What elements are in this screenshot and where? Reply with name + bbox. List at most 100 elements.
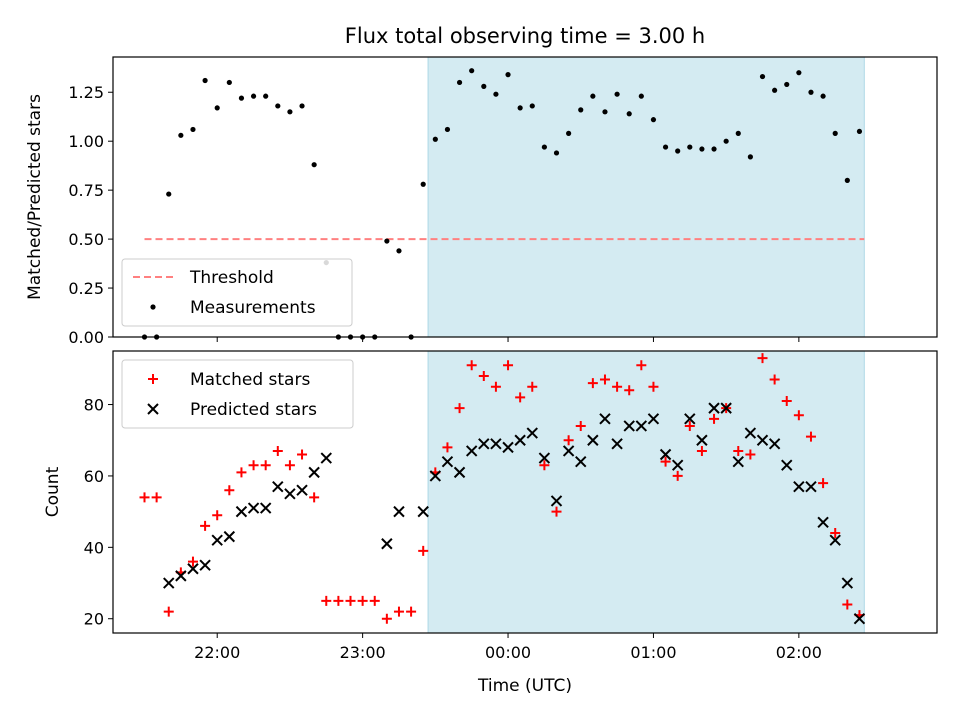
measurement-point <box>493 91 499 97</box>
x-tick-label: 23:00 <box>340 643 386 662</box>
matched-star-point <box>369 595 380 606</box>
matched-star-point <box>393 606 404 617</box>
measurement-point <box>517 105 523 111</box>
measurement-point <box>432 136 438 142</box>
measurement-point <box>687 144 693 150</box>
measurement-point <box>711 146 717 152</box>
legend-threshold-label: Threshold <box>189 268 274 288</box>
legend-predicted-swatch <box>147 403 159 415</box>
measurement-point <box>287 109 293 115</box>
matched-star-point <box>284 460 295 471</box>
top-shaded-span <box>428 57 865 337</box>
matched-star-point <box>624 385 635 396</box>
matched-star-point <box>818 478 829 489</box>
measurement-point <box>214 105 220 111</box>
predicted-star-point <box>744 427 757 439</box>
predicted-star-point <box>381 538 393 550</box>
legend-matched-label: Matched stars <box>190 370 310 390</box>
matched-star-point <box>454 403 465 414</box>
matched-star-point <box>793 410 804 421</box>
measurement-point <box>226 79 232 86</box>
predicted-star-point <box>502 441 514 454</box>
predicted-star-point <box>659 448 672 461</box>
predicted-star-point <box>684 413 696 425</box>
matched-star-point <box>745 449 756 460</box>
top-legend: Threshold Measurements <box>121 258 353 327</box>
matched-star-point <box>527 381 538 392</box>
measurement-point <box>384 238 390 244</box>
matched-star-point <box>490 381 501 392</box>
predicted-star-point <box>538 452 551 464</box>
predicted-star-point <box>247 502 260 514</box>
predicted-star-point <box>320 452 332 464</box>
legend-predicted-label: Predicted stars <box>190 400 317 420</box>
predicted-star-point <box>526 427 538 439</box>
top-y-tick-label: 1.25 <box>68 83 104 102</box>
matched-star-point <box>333 595 344 606</box>
measurement-point <box>420 181 426 187</box>
bottom-y-tick-label: 20 <box>84 610 104 629</box>
predicted-star-point <box>453 466 466 479</box>
measurement-point <box>250 93 257 99</box>
measurement-point <box>662 144 669 150</box>
bottom-y-tick-label: 60 <box>84 467 104 486</box>
x-tick-label: 00:00 <box>485 643 531 662</box>
top-y-tick-label: 0.50 <box>68 230 104 249</box>
predicted-star-point <box>793 480 805 493</box>
legend-measurements-swatch <box>150 304 156 310</box>
matched-star-point <box>260 460 271 471</box>
measurement-point <box>735 130 741 136</box>
predicted-star-point <box>575 455 587 468</box>
measurement-point <box>481 83 487 89</box>
matched-star-point <box>769 374 780 385</box>
predicted-star-point <box>393 505 405 518</box>
legend-matched-swatch <box>148 374 158 384</box>
matched-star-point <box>139 492 150 503</box>
predicted-star-point <box>708 402 720 414</box>
matched-star-point <box>272 445 283 456</box>
top-y-axis-label: Matched/Predicted stars <box>25 94 45 300</box>
matched-star-point <box>357 595 368 606</box>
matched-star-point <box>442 442 453 453</box>
predicted-star-point <box>284 488 296 500</box>
top-y-tick-label: 0.75 <box>68 181 104 200</box>
bottom-axes-frame <box>112 350 938 634</box>
matched-star-point <box>478 370 489 381</box>
measurement-point <box>832 130 838 136</box>
measurement-point <box>275 103 281 109</box>
matched-star-point <box>151 492 162 503</box>
x-tick-label: 22:00 <box>194 643 240 662</box>
matched-star-point <box>224 485 235 496</box>
predicted-star-point <box>490 438 502 450</box>
matched-star-point <box>406 606 417 617</box>
x-tick-label: 01:00 <box>630 643 676 662</box>
measurement-point <box>190 126 196 133</box>
predicted-star-point <box>175 570 187 582</box>
measurement-point <box>626 111 632 117</box>
measurement-point <box>796 70 802 76</box>
predicted-star-point <box>635 420 648 432</box>
predicted-star-point <box>817 516 829 529</box>
predicted-star-point <box>163 577 175 589</box>
measurement-point <box>553 150 560 156</box>
matched-star-point <box>236 467 247 478</box>
bottom-shaded-span <box>428 351 865 633</box>
predicted-star-point <box>587 434 599 446</box>
matched-star-point <box>660 456 671 467</box>
measurement-point <box>856 128 863 135</box>
measurement-point <box>747 154 753 160</box>
matched-star-point <box>563 435 574 446</box>
measurement-point <box>311 162 317 168</box>
legend-measurements-label: Measurements <box>190 298 316 318</box>
matched-star-point <box>187 556 198 567</box>
matched-star-point <box>575 420 586 431</box>
measurement-point <box>578 107 584 113</box>
bottom-y-tick-label: 40 <box>84 538 104 557</box>
measurement-point <box>772 87 778 93</box>
top-ratio-panel: 0.00 0.25 0.50 0.75 1.00 1.25 Threshold Measure… <box>68 56 938 347</box>
predicted-star-point <box>647 413 660 425</box>
matched-star-point <box>757 353 768 364</box>
predicted-star-point <box>514 434 526 446</box>
measurement-point <box>456 79 463 86</box>
